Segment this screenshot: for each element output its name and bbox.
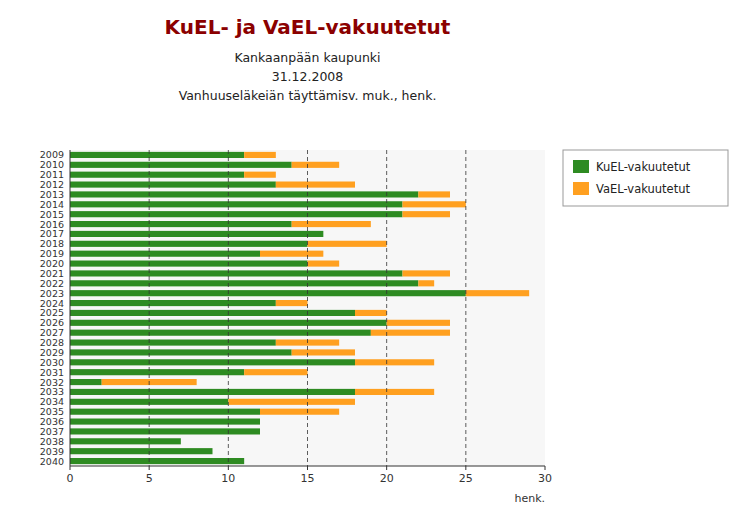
bar-segment: [292, 349, 355, 355]
bar-segment: [355, 389, 434, 395]
bar-segment: [228, 399, 355, 405]
bar-segment: [276, 300, 308, 306]
bar-segment: [70, 340, 276, 346]
grid-line: [149, 150, 150, 466]
x-tick: [307, 466, 308, 470]
bar-segment: [70, 409, 260, 415]
bar-segment: [70, 359, 355, 365]
subtitle: Vanhuuseläkeiän täyttämisv. muk., henk.: [179, 88, 437, 103]
bar-segment: [292, 221, 371, 227]
grid-line: [386, 150, 387, 466]
bar-segment: [276, 182, 355, 188]
x-tick: [465, 466, 466, 470]
bar-segment: [308, 241, 387, 247]
bar-segment: [70, 369, 244, 375]
bar-segment: [355, 310, 387, 316]
bar-segment: [244, 172, 276, 178]
x-axis-label: henk.: [514, 492, 545, 505]
x-tick-label: 25: [459, 472, 473, 485]
bar-segment: [260, 251, 323, 257]
legend-label: KuEL-vakuutetut: [596, 160, 691, 174]
bar-segment: [260, 428, 261, 434]
legend-label: VaEL-vakuutetut: [596, 182, 690, 196]
bar-segment: [70, 300, 276, 306]
bar-segment: [70, 280, 418, 286]
x-tick-label: 5: [146, 472, 153, 485]
bar-segment: [70, 211, 403, 217]
bar-segment: [70, 182, 276, 188]
bar-segment: [70, 261, 308, 267]
bar-segment: [70, 152, 244, 158]
bar-segment: [403, 201, 466, 207]
bar-segment: [70, 310, 355, 316]
bar-segment: [70, 290, 466, 296]
bar-segment: [70, 419, 260, 425]
plot-area: [70, 150, 545, 466]
x-tick-label: 30: [538, 472, 552, 485]
bar-segment: [244, 458, 245, 464]
bar-segment: [70, 330, 371, 336]
x-tick-label: 10: [221, 472, 235, 485]
chart: KuEL- ja VaEL-vakuutetut Kankaanpään kaup…: [0, 0, 740, 520]
bar-segment: [70, 201, 403, 207]
legend-swatch: [573, 182, 589, 195]
bar-segment: [387, 320, 450, 326]
x-tick-label: 0: [67, 472, 74, 485]
bar-segment: [260, 419, 261, 425]
bar-segment: [70, 231, 323, 237]
grid-line: [228, 150, 229, 466]
bar-segment: [371, 330, 450, 336]
bar-segment: [70, 221, 292, 227]
series: [70, 152, 466, 464]
bar-segment: [70, 438, 181, 444]
grid-line: [465, 150, 466, 466]
bar-segment: [244, 369, 307, 375]
bar-segment: [403, 270, 451, 276]
bar-segment: [355, 359, 434, 365]
x-tick-label: 20: [380, 472, 394, 485]
bar-segment: [292, 162, 340, 168]
x-tick: [545, 466, 546, 470]
grid-line: [307, 150, 308, 466]
bar-segment: [70, 270, 403, 276]
bars: [70, 152, 529, 464]
bar-segment: [70, 241, 308, 247]
bar-segment: [70, 162, 292, 168]
title: KuEL- ja VaEL-vakuutetut: [165, 15, 451, 39]
bar-segment: [403, 211, 451, 217]
bar-segment: [70, 389, 355, 395]
grid: [149, 150, 466, 466]
bar-segment: [70, 191, 418, 197]
x-tick: [70, 466, 71, 470]
bar-segment: [70, 349, 292, 355]
y-tick-label: 2040: [40, 456, 64, 467]
bar-segment: [70, 251, 260, 257]
subtitle: Kankaanpään kaupunki: [234, 50, 380, 65]
x-tick-label: 15: [301, 472, 315, 485]
bar-segment: [418, 280, 434, 286]
x-tick: [149, 466, 150, 470]
legend: KuEL-vakuutetut VaEL-vakuutetut: [563, 150, 728, 206]
bar-segment: [70, 448, 213, 454]
legend-swatch: [573, 160, 589, 173]
bar-segment: [180, 438, 181, 444]
subtitle: 31.12.2008: [272, 69, 344, 84]
bar-segment: [466, 290, 529, 296]
bar-segment: [212, 448, 213, 454]
x-tick: [228, 466, 229, 470]
bar-segment: [70, 379, 102, 385]
bar-segment: [70, 458, 244, 464]
bar-segment: [308, 261, 340, 267]
x-tick: [386, 466, 387, 470]
bar-segment: [418, 191, 450, 197]
legend-box: [563, 150, 728, 206]
bar-segment: [260, 409, 339, 415]
y-axis-line: [70, 150, 71, 466]
bar-segment: [70, 428, 260, 434]
series: [102, 152, 530, 415]
bar-segment: [70, 172, 244, 178]
bar-segment: [244, 152, 276, 158]
bar-segment: [323, 231, 324, 237]
